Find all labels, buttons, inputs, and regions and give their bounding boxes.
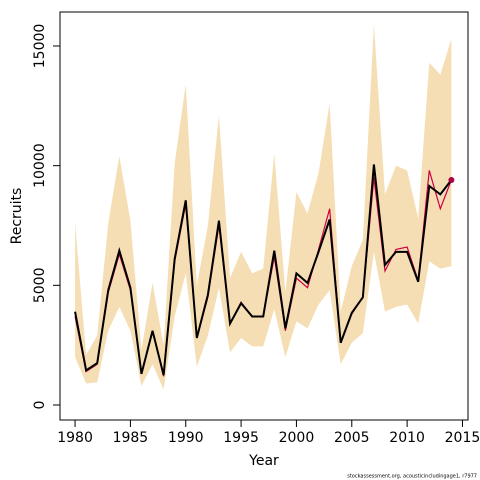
series-line bbox=[74, 164, 453, 376]
x-axis-label: Year bbox=[248, 453, 279, 469]
x-tick-label: 2010 bbox=[389, 430, 425, 446]
x-tick-label: 2015 bbox=[445, 430, 480, 446]
x-tick-label: 1980 bbox=[57, 430, 93, 446]
x-tick-label: 1995 bbox=[223, 430, 259, 446]
x-tick-label: 1985 bbox=[113, 430, 149, 446]
x-tick-label: 2005 bbox=[334, 430, 370, 446]
x-tick-label: 1990 bbox=[168, 430, 204, 446]
y-axis-label: Recruits bbox=[9, 188, 25, 245]
y-tick-label: 10000 bbox=[32, 143, 48, 188]
y-tick-label: 5000 bbox=[32, 268, 48, 304]
confidence-band bbox=[75, 24, 452, 390]
y-tick-label: 15000 bbox=[32, 24, 48, 69]
x-tick-label: 2000 bbox=[279, 430, 315, 446]
point bbox=[448, 177, 455, 184]
y-tick-label: 0 bbox=[32, 401, 48, 410]
footnote: stockassessment.org, acousticincludingag… bbox=[347, 474, 477, 480]
